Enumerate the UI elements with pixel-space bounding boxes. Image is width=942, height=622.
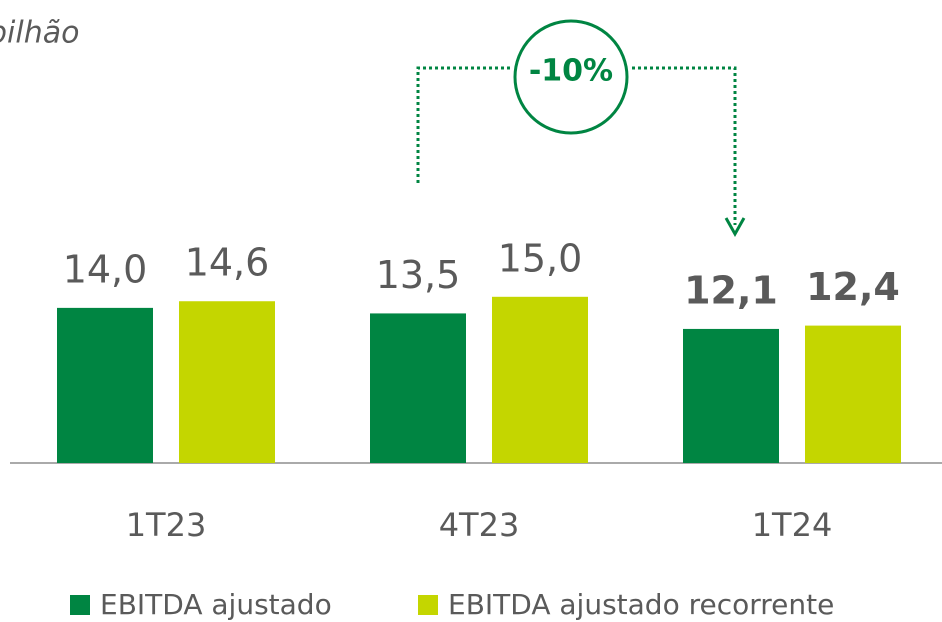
bar — [57, 307, 153, 463]
legend-swatch — [70, 595, 90, 615]
legend-swatch — [418, 595, 438, 615]
change-annotation — [416, 19, 746, 238]
bar — [179, 301, 275, 463]
dotted-connector — [632, 66, 737, 225]
value-label: 13,5 — [376, 253, 461, 297]
arrow-head — [724, 217, 746, 238]
legend-label: EBITDA ajustado recorrente — [448, 588, 834, 621]
value-label: 14,0 — [63, 247, 148, 291]
legend-label: EBITDA ajustado — [100, 588, 332, 621]
value-label: 14,6 — [185, 241, 270, 285]
bar — [370, 313, 466, 463]
value-label: 12,4 — [806, 265, 900, 309]
chart-title: bilhão — [0, 16, 79, 51]
bar — [683, 328, 779, 463]
bar — [492, 296, 588, 463]
x-tick-label: 1T24 — [752, 506, 833, 544]
bar — [805, 325, 901, 463]
x-tick-label: 4T23 — [439, 506, 520, 544]
dotted-connector — [416, 66, 512, 183]
annotation-circle — [513, 19, 629, 135]
value-label: 15,0 — [498, 236, 583, 280]
value-label: 12,1 — [684, 268, 778, 312]
annotation-label: -10% — [529, 54, 613, 89]
x-tick-label: 1T23 — [126, 506, 207, 544]
